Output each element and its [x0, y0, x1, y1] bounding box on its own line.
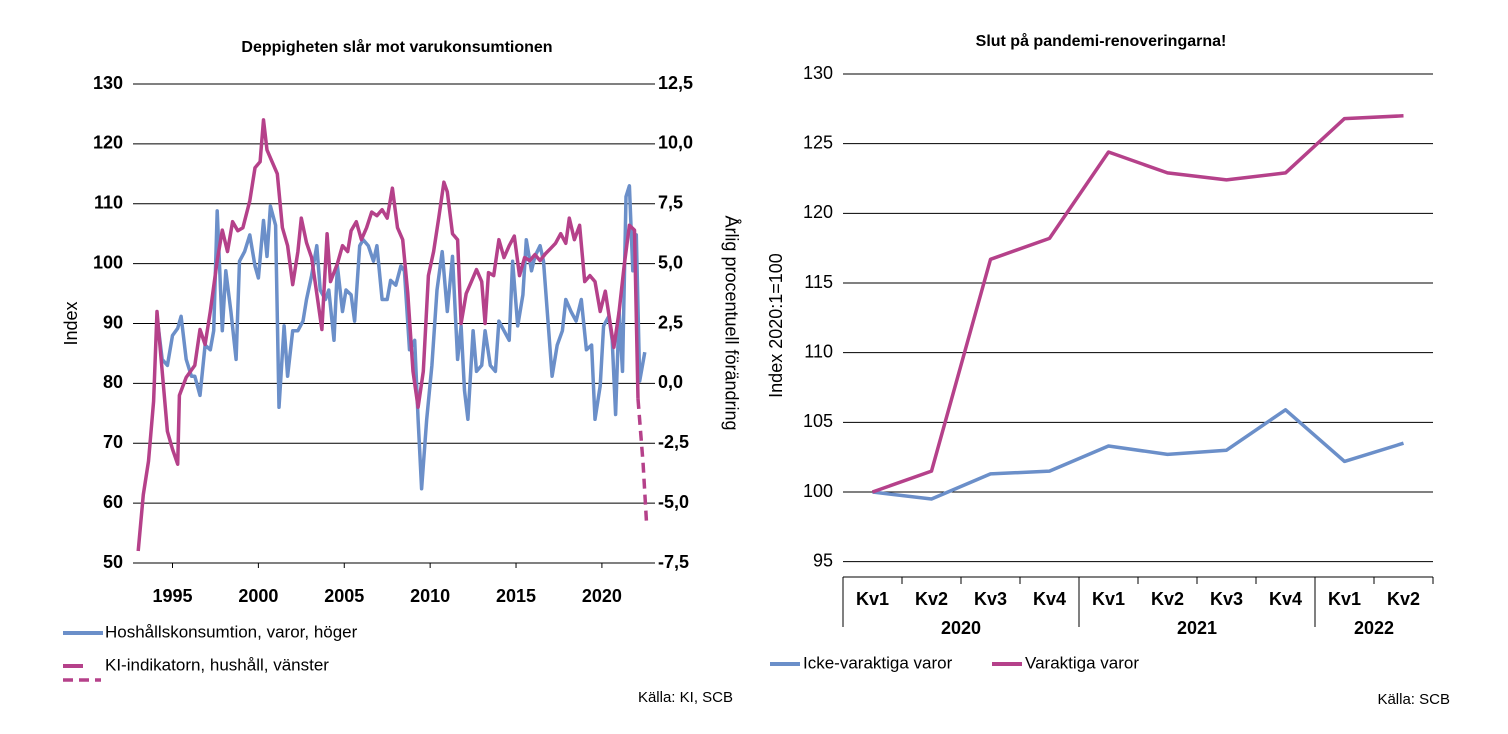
- x-tick-label: Kv1: [1328, 589, 1361, 609]
- y2-tick-label: -5,0: [658, 492, 689, 512]
- y-tick-label: 125: [803, 132, 833, 152]
- y-tick-label: 100: [803, 481, 833, 501]
- legend-label: Icke-varaktiga varor: [803, 653, 953, 672]
- y2-axis-label: Årlig procentuell förändring: [721, 215, 741, 430]
- x-tick-label: 1995: [152, 586, 192, 606]
- series-line: [872, 408, 1405, 501]
- source: Källa: SCB: [1377, 691, 1450, 708]
- x-tick-label: 2015: [496, 586, 536, 606]
- y-tick-label: 70: [103, 432, 123, 452]
- x-tick-label: Kv3: [974, 589, 1007, 609]
- y2-tick-label: -2,5: [658, 432, 689, 452]
- y-tick-label: 130: [803, 63, 833, 83]
- y-tick-label: 95: [813, 550, 833, 570]
- legend-label: Hoshållskonsumtion, varor, höger: [105, 622, 358, 641]
- y-tick-label: 110: [94, 193, 123, 213]
- x-group-label: 2021: [1177, 618, 1217, 638]
- series-line: [136, 118, 640, 552]
- x-tick-label: Kv1: [856, 589, 889, 609]
- y2-tick-label: 5,0: [658, 252, 683, 272]
- y-tick-label: 120: [93, 133, 123, 153]
- legend-label: KI-indikatorn, hushåll, vänster: [105, 655, 329, 674]
- y-tick-label: 100: [93, 252, 123, 272]
- x-tick-label: 2000: [238, 586, 278, 606]
- y2-tick-label: 0,0: [658, 372, 683, 392]
- chart-title: Deppigheten slår mot varukonsumtionen: [241, 38, 552, 56]
- y2-tick-label: 10,0: [658, 133, 693, 153]
- legend-label: Varaktiga varor: [1025, 653, 1139, 672]
- y-tick-label: 60: [103, 492, 123, 512]
- y2-tick-label: -7,5: [658, 552, 689, 572]
- x-tick-label: Kv2: [915, 589, 948, 609]
- y2-tick-label: 12,5: [658, 73, 693, 93]
- source: Källa: KI, SCB: [638, 689, 733, 706]
- y2-tick-label: 7,5: [658, 193, 683, 213]
- x-tick-label: Kv4: [1033, 589, 1066, 609]
- x-tick-label: Kv1: [1092, 589, 1125, 609]
- x-tick-label: Kv4: [1269, 589, 1302, 609]
- y-tick-label: 50: [103, 552, 123, 572]
- x-tick-label: Kv2: [1387, 589, 1420, 609]
- x-group-label: 2020: [941, 618, 981, 638]
- x-tick-label: Kv3: [1210, 589, 1243, 609]
- y-tick-label: 130: [93, 73, 123, 93]
- x-tick-label: 2005: [324, 586, 364, 606]
- y-tick-label: 110: [804, 341, 833, 361]
- chart-title: Slut på pandemi-renoveringarna!: [976, 32, 1227, 50]
- y-axis-label: Index: [61, 301, 81, 345]
- x-tick-label: 2010: [410, 586, 450, 606]
- x-group-label: 2022: [1354, 618, 1394, 638]
- series-line: [636, 398, 649, 525]
- series-line: [871, 114, 1404, 494]
- y-tick-label: 105: [803, 411, 833, 431]
- y-tick-label: 115: [804, 272, 833, 292]
- y-tick-label: 120: [803, 202, 833, 222]
- y-tick-label: 90: [103, 312, 123, 332]
- y-tick-label: 80: [103, 372, 123, 392]
- x-tick-label: 2020: [582, 586, 622, 606]
- y2-tick-label: 2,5: [658, 312, 683, 332]
- y-axis-label: Index 2020:1=100: [766, 253, 786, 398]
- x-tick-label: Kv2: [1151, 589, 1184, 609]
